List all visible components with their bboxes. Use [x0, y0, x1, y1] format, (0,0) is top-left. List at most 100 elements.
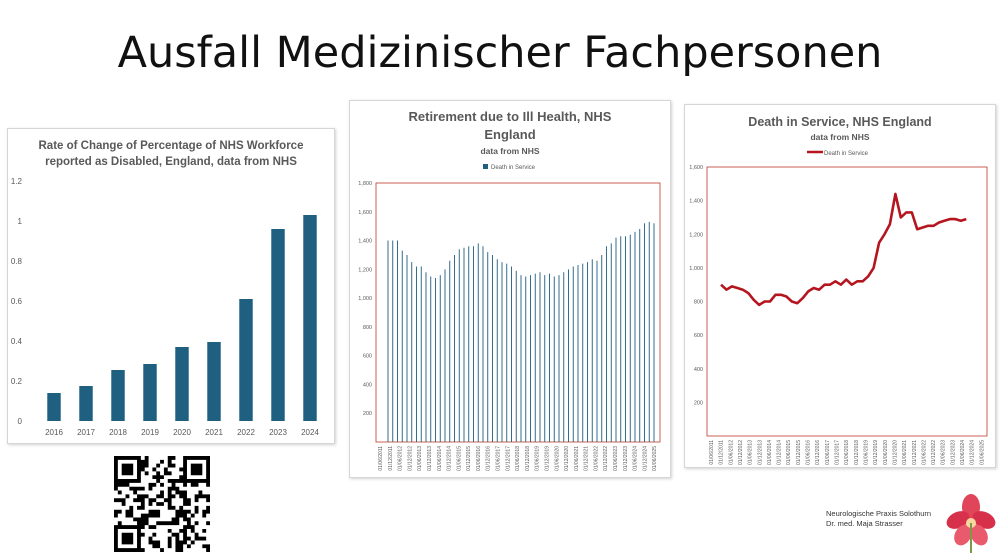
chart-title-line: Retirement due to Ill Health, NHS — [409, 109, 612, 124]
x-tick-label: 01/12/2018 — [525, 446, 531, 471]
chart-panel-disabled: Rate of Change of Percentage of NHS Work… — [7, 128, 335, 444]
x-tick-label: 01/12/2023 — [950, 440, 956, 465]
bar — [303, 215, 317, 421]
chart-disabled-rate: Rate of Change of Percentage of NHS Work… — [11, 140, 320, 437]
x-tick-label: 2018 — [109, 428, 127, 437]
x-tick-label: 01/06/2012 — [728, 440, 734, 465]
bar — [79, 386, 93, 421]
chart-title-line: reported as Disabled, England, data from… — [45, 156, 297, 168]
x-tick-label: 01/06/2013 — [417, 446, 423, 471]
x-tick-label: 01/12/2015 — [796, 440, 802, 465]
x-tick-label: 01/12/2016 — [486, 446, 492, 471]
y-tick-label: 1,000 — [358, 296, 372, 302]
x-tick-label: 01/12/2013 — [757, 440, 763, 465]
x-tick-label: 01/12/2019 — [544, 446, 550, 471]
x-tick-label: 01/12/2012 — [738, 440, 744, 465]
bar — [143, 364, 157, 421]
x-tick-label: 01/06/2023 — [613, 446, 619, 471]
y-tick-label: 0.2 — [11, 377, 23, 386]
y-tick-label: 0.6 — [11, 297, 23, 306]
x-tick-label: 01/12/2011 — [719, 440, 725, 465]
x-tick-label: 01/06/2015 — [456, 446, 462, 471]
y-tick-label: 1,600 — [689, 165, 703, 171]
legend-swatch — [483, 164, 488, 169]
x-tick-label: 01/12/2021 — [912, 440, 918, 465]
chart-title: Death in Service, NHS England — [748, 115, 931, 129]
x-tick-label: 01/06/2017 — [496, 446, 502, 471]
bar — [271, 229, 285, 421]
x-tick-label: 01/06/2021 — [902, 440, 908, 465]
qr-modules — [114, 456, 210, 552]
x-tick-label: 2020 — [173, 428, 191, 437]
x-tick-label: 01/06/2024 — [960, 440, 966, 465]
x-tick-label: 01/12/2024 — [642, 446, 648, 471]
x-tick-label: 01/12/2016 — [815, 440, 821, 465]
bar — [47, 393, 61, 421]
x-tick-label: 2024 — [301, 428, 319, 437]
qr-code — [114, 456, 210, 552]
chart-title-line: Rate of Change of Percentage of NHS Work… — [39, 140, 304, 152]
y-tick-label: 200 — [694, 400, 703, 406]
legend-label: Death in Service — [824, 151, 869, 157]
legend-label: Death in Service — [491, 165, 536, 171]
chart-death-in-service: Death in Service, NHS England data from N… — [689, 115, 988, 465]
y-tick-label: 800 — [363, 325, 372, 331]
x-tick-label: 2017 — [77, 428, 95, 437]
x-tick-label: 01/12/2013 — [427, 446, 433, 471]
bar — [239, 299, 253, 421]
y-tick-label: 1,200 — [689, 232, 703, 238]
x-tick-label: 01/06/2018 — [515, 446, 521, 471]
y-tick-label: 200 — [363, 411, 372, 417]
x-tick-label: 01/06/2023 — [941, 440, 947, 465]
y-tick-label: 0.8 — [11, 257, 23, 266]
x-tick-label: 01/12/2014 — [777, 440, 783, 465]
x-tick-label: 01/12/2015 — [466, 446, 472, 471]
x-tick-label: 01/06/2017 — [825, 440, 831, 465]
x-tick-label: 01/12/2023 — [623, 446, 629, 471]
x-tick-label: 01/12/2014 — [447, 446, 453, 471]
x-tick-label: 01/06/2020 — [554, 446, 560, 471]
y-tick-label: 1,600 — [358, 210, 372, 216]
x-tick-label: 01/06/2022 — [593, 446, 599, 471]
plot-area-border — [375, 182, 661, 443]
x-tick-label: 2019 — [141, 428, 159, 437]
plot-area-border — [706, 166, 988, 437]
y-tick-label: 400 — [694, 367, 703, 373]
x-tick-label: 01/06/2024 — [633, 446, 639, 471]
x-tick-label: 01/12/2020 — [564, 446, 570, 471]
flower-icon — [946, 494, 996, 553]
chart-panel-death: Death in Service, NHS England data from N… — [684, 104, 996, 468]
x-tick-label: 01/06/2016 — [476, 446, 482, 471]
x-tick-label: 01/12/2017 — [835, 440, 841, 465]
y-tick-label: 1,200 — [358, 267, 372, 273]
bar — [207, 342, 221, 421]
chart-panel-retirement: Retirement due to Ill Health, NHS England… — [349, 100, 671, 478]
chart-title-line: England — [484, 127, 535, 142]
series-line — [720, 192, 967, 307]
x-tick-label: 01/12/2022 — [603, 446, 609, 471]
x-tick-label: 2016 — [45, 428, 63, 437]
chart-retirement-ill-health: Retirement due to Ill Health, NHS England… — [358, 109, 661, 471]
x-tick-label: 01/06/2021 — [574, 446, 580, 471]
y-tick-label: 1,400 — [689, 199, 703, 205]
y-tick-label: 1.2 — [11, 177, 23, 186]
bar — [111, 370, 125, 421]
x-tick-label: 01/06/2011 — [378, 446, 384, 471]
x-tick-label: 2023 — [269, 428, 287, 437]
x-tick-label: 01/06/2016 — [806, 440, 812, 465]
x-tick-label: 01/06/2020 — [883, 440, 889, 465]
x-tick-label: 2021 — [205, 428, 223, 437]
logo-line2: Dr. med. Maja Strasser — [826, 519, 903, 528]
y-tick-label: 800 — [694, 300, 703, 306]
y-tick-label: 600 — [363, 354, 372, 360]
y-tick-label: 600 — [694, 333, 703, 339]
x-tick-label: 01/12/2012 — [407, 446, 413, 471]
x-tick-label: 01/06/2025 — [652, 446, 658, 471]
x-tick-label: 2022 — [237, 428, 255, 437]
y-tick-label: 1,000 — [689, 266, 703, 272]
x-tick-label: 01/12/2022 — [931, 440, 937, 465]
x-tick-label: 01/06/2019 — [535, 446, 541, 471]
chart-subtitle: data from NHS — [480, 146, 539, 156]
bar — [175, 347, 189, 421]
x-tick-label: 01/06/2022 — [921, 440, 927, 465]
